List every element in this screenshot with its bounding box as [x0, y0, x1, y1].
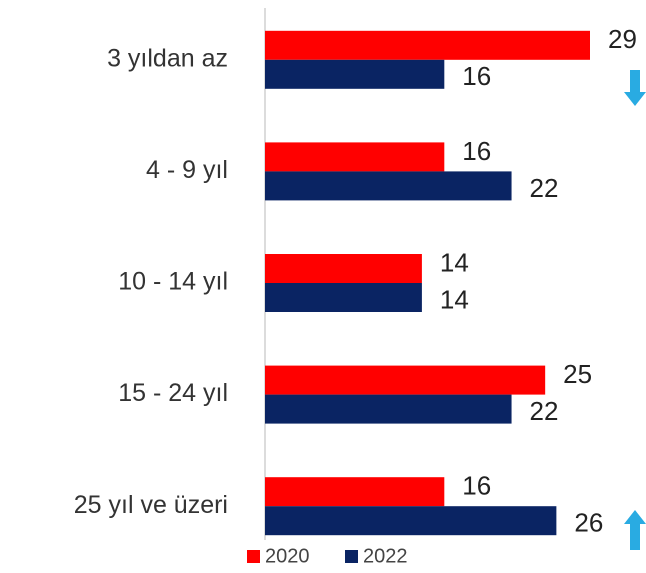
bar [265, 394, 512, 424]
value-label: 25 [563, 359, 592, 389]
bar [265, 59, 445, 89]
bar [265, 477, 445, 507]
bar [265, 283, 422, 312]
value-label: 14 [440, 284, 469, 314]
value-label: 14 [440, 247, 469, 277]
legend-swatch [345, 550, 358, 563]
value-label: 22 [530, 173, 559, 203]
value-label: 16 [462, 136, 491, 166]
bar [265, 171, 512, 201]
bar [265, 506, 557, 536]
value-label: 29 [608, 24, 637, 54]
category-label: 3 yıldan az [107, 44, 228, 72]
value-label: 22 [530, 396, 559, 426]
bar [265, 365, 546, 395]
bar [265, 30, 590, 60]
bar [265, 142, 445, 172]
category-label: 4 - 9 yıl [146, 156, 228, 184]
category-label: 15 - 24 yıl [118, 379, 228, 407]
category-label: 25 yıl ve üzeri [74, 491, 228, 519]
down-arrow [624, 70, 646, 106]
legend-label: 2022 [363, 545, 408, 567]
legend-swatch [247, 550, 260, 563]
up-arrow [624, 510, 646, 550]
legend-label: 2020 [265, 545, 310, 567]
value-label: 16 [462, 61, 491, 91]
bar [265, 254, 422, 283]
value-label: 16 [462, 471, 491, 501]
category-label: 10 - 14 yıl [118, 268, 228, 296]
value-label: 26 [574, 508, 603, 538]
